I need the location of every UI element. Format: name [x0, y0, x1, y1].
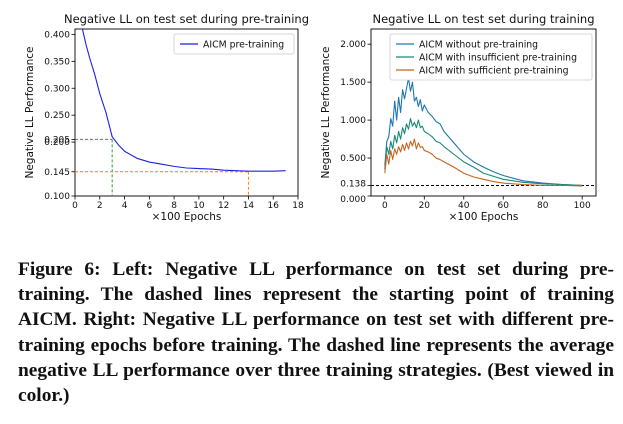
chart1-xlabel: ×100 Epochs: [449, 211, 519, 223]
chart1-legend-label-1: AICM with insufficient pre-training: [419, 52, 577, 63]
chart1-xtick-label-1: 20: [419, 201, 431, 211]
chart1-legend-label-0: AICM without pre-training: [419, 39, 538, 50]
chart1-xtick-label-5: 100: [574, 201, 591, 211]
chart0-ytick-label-3: 0.205: [44, 135, 70, 145]
chart1-title: Negative LL on test set during training: [373, 12, 595, 26]
chart0-xtick-label-0: 0: [72, 201, 78, 211]
chart1-xtick-label-3: 60: [498, 201, 510, 211]
chart1-ytick-label-0: 0.000: [340, 195, 366, 205]
chart0-series-line-0: [81, 28, 286, 172]
chart0-xtick-label-1: 2: [97, 201, 103, 211]
chart1-ytick-label-5: 2.000: [340, 40, 366, 50]
chart0-title: Negative LL on test set during pre-train…: [64, 12, 309, 26]
chart0-xtick-label-8: 16: [267, 201, 279, 211]
chart0-xtick-label-6: 12: [218, 201, 229, 211]
chart0-ytick-label-7: 0.400: [44, 30, 70, 40]
chart0-xtick-label-2: 4: [122, 201, 128, 211]
chart1-xtick-label-4: 80: [537, 201, 549, 211]
chart1-ytick-label-1: 0.138: [340, 180, 366, 190]
chart0-xtick-label-4: 8: [171, 201, 177, 211]
chart1-ylabel: Negative LL Performance: [320, 46, 332, 178]
chart0-xlabel: ×100 Epochs: [152, 211, 222, 223]
chart0-xtick-label-3: 6: [146, 201, 152, 211]
chart0-xtick-label-5: 10: [193, 201, 205, 211]
chart0-ytick-label-5: 0.300: [44, 84, 70, 94]
chart1-series-line-0: [384, 77, 583, 186]
chart0-ytick-label-6: 0.350: [44, 57, 70, 67]
chart0-ytick-label-0: 0.100: [44, 192, 70, 202]
left-chart: Negative LL on test set during pre-train…: [24, 12, 309, 223]
right-chart: Negative LL on test set during training 0…: [320, 12, 597, 223]
chart1-ytick-label-4: 1.500: [340, 78, 366, 88]
chart0-xtick-label-7: 14: [243, 201, 255, 211]
chart0-ytick-label-1: 0.145: [44, 168, 70, 178]
chart1-legend-label-2: AICM with sufficient pre-training: [419, 65, 569, 76]
chart0-legend-box: [173, 33, 295, 55]
chart0-xtick-label-9: 18: [292, 201, 304, 211]
chart1-frame: [370, 28, 597, 197]
chart0-ylabel: Negative LL Performance: [24, 46, 36, 178]
chart0-ytick-label-2: 0.200: [44, 138, 70, 148]
chart1-legend-box: [389, 33, 593, 81]
chart1-ytick-label-2: 0.500: [340, 154, 366, 164]
chart0-ytick-label-4: 0.250: [44, 111, 70, 121]
chart1-series-line-1: [384, 118, 583, 186]
chart1-xtick-label-0: 0: [382, 201, 388, 211]
chart0-frame: [74, 28, 299, 197]
chart1-xtick-label-2: 40: [458, 201, 470, 211]
chart1-ytick-label-3: 1.000: [340, 116, 366, 126]
chart0-legend-label-0: AICM pre-training: [203, 39, 284, 50]
figure-caption: Figure 6: Left: Negative LL performance …: [18, 259, 614, 407]
figure: Negative LL on test set during pre-train…: [24, 12, 597, 223]
chart1-series-line-2: [384, 138, 583, 187]
